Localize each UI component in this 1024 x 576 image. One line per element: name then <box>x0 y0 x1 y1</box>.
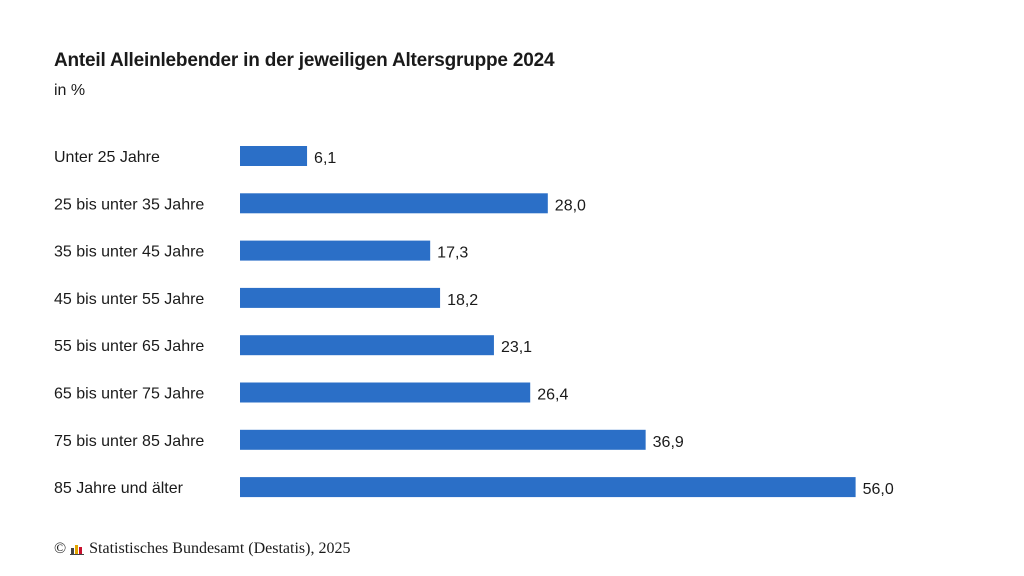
category-label: 55 bis unter 65 Jahre <box>54 338 204 355</box>
destatis-logo-icon <box>70 545 85 555</box>
bar <box>240 146 308 166</box>
source-footer: © Statistisches Bundesamt (Destatis), 20… <box>54 540 350 558</box>
category-label: 45 bis unter 55 Jahre <box>54 291 204 308</box>
bar <box>240 382 531 403</box>
chart-subtitle: in % <box>54 82 86 99</box>
copyright-symbol: © <box>54 540 67 557</box>
category-label: 75 bis unter 85 Jahre <box>54 433 204 450</box>
value-label: 23,1 <box>501 339 532 356</box>
value-label: 36,9 <box>653 434 684 451</box>
chart-title: Anteil Alleinlebender in der jeweiligen … <box>54 50 555 71</box>
logo-bar <box>79 547 83 555</box>
value-label: 28,0 <box>555 197 586 214</box>
category-label: 85 Jahre und älter <box>54 480 184 497</box>
bar <box>240 429 646 450</box>
bar <box>240 477 856 498</box>
bar <box>240 193 548 214</box>
value-label: 17,3 <box>437 245 468 262</box>
logo-bar <box>75 545 79 555</box>
category-label: 25 bis unter 35 Jahre <box>54 196 204 213</box>
bar-chart: Unter 25 Jahre 6,1 25 bis unter 35 Jahre 28… <box>54 146 894 498</box>
logo-bar <box>71 548 75 555</box>
value-label: 6,1 <box>314 150 336 167</box>
category-label: 65 bis unter 75 Jahre <box>54 386 204 403</box>
value-label: 26,4 <box>537 387 568 404</box>
value-label: 56,0 <box>863 481 894 498</box>
category-label: 35 bis unter 45 Jahre <box>54 244 204 261</box>
bar <box>240 240 431 261</box>
source-text: Statistisches Bundesamt (Destatis), 2025 <box>89 540 351 557</box>
category-label: Unter 25 Jahre <box>54 149 160 166</box>
logo-baseline <box>70 554 85 555</box>
bar <box>240 287 441 308</box>
bar <box>240 335 494 356</box>
value-label: 18,2 <box>447 292 478 309</box>
